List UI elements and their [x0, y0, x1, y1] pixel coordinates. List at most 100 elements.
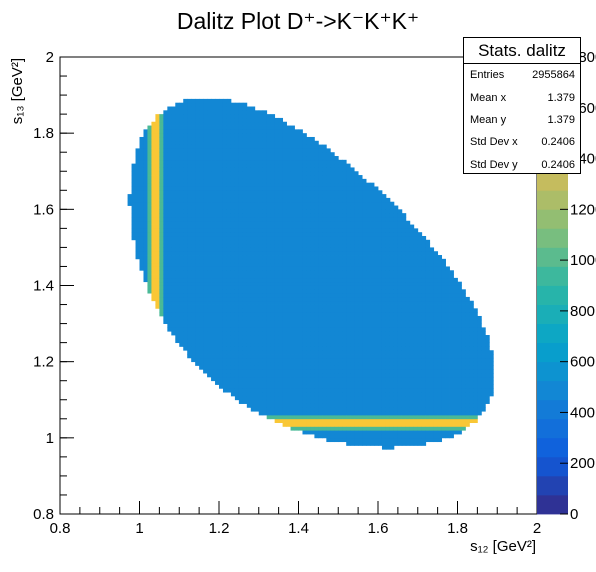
heatmap-cell	[310, 247, 315, 252]
heatmap-cell	[242, 232, 248, 237]
heatmap-cell	[258, 285, 264, 290]
heatmap-cell	[334, 407, 339, 412]
heatmap-cell	[302, 411, 307, 416]
heatmap-cell	[306, 361, 311, 366]
heatmap-cell	[282, 201, 287, 206]
heatmap-cell	[385, 243, 391, 248]
heatmap-cell	[417, 319, 423, 324]
heatmap-cell	[254, 395, 260, 401]
heatmap-cell	[222, 156, 228, 161]
heatmap-cell	[385, 323, 391, 328]
heatmap-cell	[222, 262, 228, 267]
heatmap-cell	[302, 190, 307, 195]
heatmap-cell	[354, 399, 359, 404]
heatmap-cell	[314, 148, 319, 153]
heatmap-cell	[155, 197, 160, 203]
heatmap-cell	[294, 346, 299, 351]
heatmap-cell	[350, 384, 355, 389]
heatmap-cell	[179, 296, 184, 302]
heatmap-cell	[234, 205, 240, 210]
heatmap-cell	[290, 384, 295, 389]
heatmap-cell	[163, 136, 168, 142]
heatmap-cell	[270, 331, 276, 336]
heatmap-cell	[159, 247, 164, 252]
heatmap-cell	[203, 281, 208, 286]
heatmap-cell	[342, 220, 347, 225]
heatmap-cell	[354, 220, 359, 225]
heatmap-cell	[175, 117, 180, 123]
heatmap-cell	[298, 197, 303, 203]
heatmap-cell	[342, 182, 347, 187]
heatmap-cell	[215, 129, 220, 134]
heatmap-cell	[179, 266, 184, 271]
heatmap-cell	[381, 216, 387, 222]
heatmap-cell	[203, 285, 208, 290]
heatmap-cell	[401, 354, 407, 359]
heatmap-cell	[314, 312, 319, 317]
heatmap-cell	[246, 289, 252, 294]
heatmap-cell	[409, 277, 415, 283]
heatmap-cell	[405, 407, 411, 412]
heatmap-cell	[131, 182, 136, 187]
heatmap-cell	[397, 407, 403, 412]
heatmap-cell	[298, 384, 303, 389]
heatmap-cell	[207, 117, 212, 123]
heatmap-cell	[262, 331, 268, 336]
heatmap-cell	[286, 373, 291, 378]
heatmap-cell	[266, 262, 272, 267]
heatmap-cell	[143, 216, 148, 222]
heatmap-cell	[393, 209, 399, 214]
heatmap-cell	[203, 270, 208, 275]
heatmap-cell	[278, 205, 284, 210]
heatmap-cell	[381, 255, 387, 260]
heatmap-cell	[262, 380, 268, 385]
heatmap-cell	[242, 121, 248, 126]
heatmap-cell	[330, 266, 335, 271]
heatmap-cell	[262, 197, 268, 203]
heatmap-cell	[354, 266, 359, 271]
heatmap-cell	[203, 144, 208, 149]
heatmap-cell	[167, 285, 172, 290]
heatmap-cell	[242, 114, 248, 119]
heatmap-cell	[159, 285, 164, 290]
heatmap-cell	[409, 411, 415, 416]
heatmap-cell	[401, 289, 407, 294]
heatmap-cell	[215, 239, 220, 245]
heatmap-cell	[199, 133, 204, 138]
heatmap-cell	[187, 117, 192, 123]
heatmap-cell	[187, 308, 192, 313]
heatmap-cell	[322, 274, 327, 279]
heatmap-cell	[211, 197, 216, 203]
heatmap-cell	[215, 110, 220, 115]
heatmap-cell	[203, 289, 208, 294]
heatmap-cell	[155, 178, 160, 184]
heatmap-cell	[330, 331, 335, 336]
heatmap-cell	[389, 441, 395, 446]
heatmap-cell	[381, 262, 387, 267]
heatmap-cell	[215, 182, 220, 187]
heatmap-cell	[171, 232, 176, 237]
heatmap-cell	[207, 220, 212, 225]
heatmap-cell	[215, 190, 220, 195]
heatmap-cell	[318, 213, 323, 218]
heatmap-cell	[409, 395, 415, 401]
heatmap-cell	[246, 373, 252, 378]
heatmap-cell	[405, 281, 411, 286]
heatmap-cell	[322, 422, 327, 427]
heatmap-cell	[171, 300, 176, 305]
heatmap-cell	[199, 239, 204, 245]
heatmap-cell	[294, 369, 299, 374]
heatmap-cell	[274, 399, 280, 404]
heatmap-cell	[401, 213, 407, 218]
heatmap-cell	[246, 148, 252, 153]
heatmap-cell	[171, 171, 176, 176]
heatmap-cell	[286, 125, 291, 130]
heatmap-cell	[234, 186, 240, 191]
heatmap-cell	[413, 354, 419, 359]
heatmap-cell	[258, 365, 264, 370]
heatmap-cell	[195, 182, 200, 187]
heatmap-cell	[191, 136, 196, 142]
heatmap-cell	[238, 384, 244, 389]
heatmap-cell	[393, 247, 399, 252]
heatmap-cell	[135, 182, 140, 187]
